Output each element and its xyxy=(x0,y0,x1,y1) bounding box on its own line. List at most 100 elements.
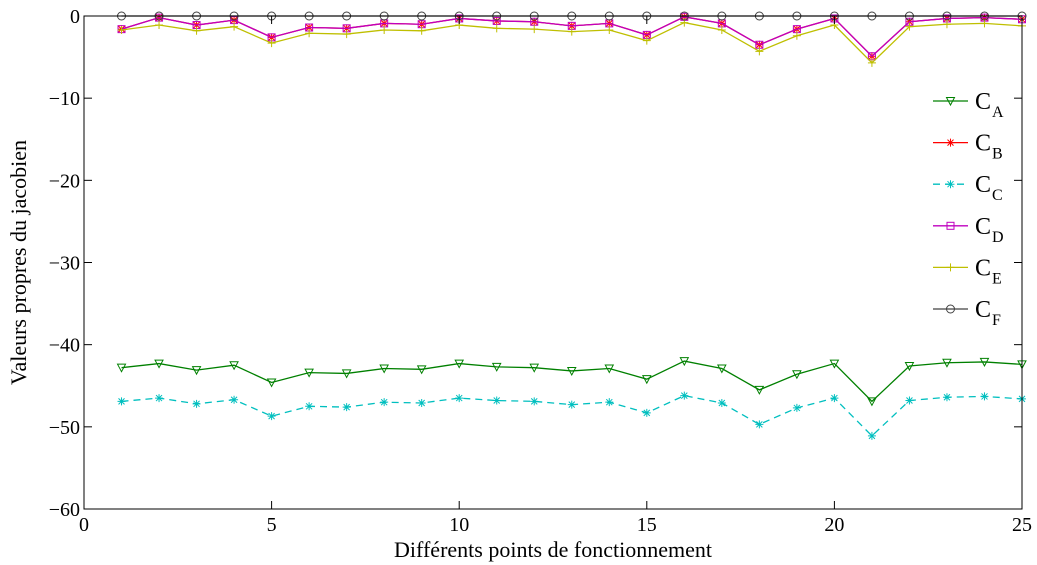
legend-label: CB xyxy=(975,131,1003,163)
legend-label-base: C xyxy=(975,297,991,323)
x-tick-label: 20 xyxy=(824,514,844,536)
series-ce-point xyxy=(867,58,876,67)
y-tick-label: 0 xyxy=(70,6,80,28)
legend-item-cb: CB xyxy=(933,131,1003,163)
axes-frame xyxy=(83,15,1023,510)
series-ce-point xyxy=(755,47,764,56)
series-cc-point xyxy=(567,400,576,409)
legend-label-subscript: D xyxy=(992,229,1004,246)
series-ca-point xyxy=(454,359,465,369)
y-axis-label: Valeurs propres du jacobien xyxy=(6,140,31,385)
legend-label-base: C xyxy=(975,214,991,240)
series-ce-point xyxy=(342,30,351,39)
x-axis-label: Différents points de fonctionnement xyxy=(394,537,712,562)
y-tick-label: −20 xyxy=(49,170,80,192)
axes xyxy=(83,15,1023,510)
legend-item-cd: CD xyxy=(933,214,1004,246)
series-ce-point xyxy=(230,22,239,31)
y-tick-label: −60 xyxy=(49,499,80,521)
series-ca-point xyxy=(792,370,802,380)
series-cc-point xyxy=(792,403,801,412)
series-ce-point xyxy=(980,19,989,28)
series-cc-point xyxy=(530,397,539,406)
legend-swatch-marker xyxy=(946,180,955,189)
y-tick-label: −50 xyxy=(49,417,80,439)
legend-swatch-marker xyxy=(945,97,956,107)
series-ca-point xyxy=(942,358,952,368)
series-ca-point xyxy=(529,363,540,373)
series-ce-point xyxy=(905,22,914,31)
legend-item-ca: CA xyxy=(933,89,1004,121)
legend-label: CA xyxy=(975,89,1004,121)
series-ca-point xyxy=(679,357,690,367)
series-ce-point xyxy=(567,27,576,36)
series-ce-point xyxy=(305,29,314,38)
series-ca-point xyxy=(717,364,727,374)
series-ca-point xyxy=(566,366,577,377)
series-cc-point xyxy=(380,398,389,407)
series-ca-point xyxy=(266,378,277,388)
series-cc-point xyxy=(755,420,764,429)
series-cc-point xyxy=(342,403,351,412)
series-cc-point xyxy=(717,399,726,408)
series-ca-point xyxy=(491,362,502,372)
series-ce-point xyxy=(267,39,276,48)
series-ce-point xyxy=(717,25,726,34)
legend-item-cc: CC xyxy=(933,172,1003,204)
series-cc-point xyxy=(192,399,201,408)
series-cc-point xyxy=(867,431,876,440)
series-ce-point xyxy=(117,25,126,34)
plot-area xyxy=(116,11,1027,440)
x-tick-label: 15 xyxy=(637,514,657,536)
legend-label-subscript: C xyxy=(992,187,1003,204)
series-ca-point xyxy=(641,375,652,385)
y-tick-label: −30 xyxy=(49,253,80,275)
legend-label-subscript: B xyxy=(992,146,1003,163)
series-ce-point xyxy=(492,24,501,33)
series-ce-point xyxy=(530,25,539,34)
ticks: 0 5 10 15 20 25 0 −10 −20 −30 −40 −50 −60 xyxy=(49,6,1032,536)
series-ca-point xyxy=(341,369,352,379)
legend-label: CF xyxy=(975,297,1001,329)
series-ca-point xyxy=(979,357,990,367)
series-ca-point xyxy=(229,361,239,371)
series-ce-point xyxy=(642,36,651,45)
series-ce-point xyxy=(380,25,389,34)
legend-label-base: C xyxy=(975,172,991,198)
series-cc-point xyxy=(680,391,689,400)
x-tick-label: 10 xyxy=(449,514,469,536)
legend-label-subscript: F xyxy=(992,312,1001,329)
series-ca-point xyxy=(867,397,877,407)
series-ce-point xyxy=(605,25,614,34)
legend-label-subscript: E xyxy=(992,270,1002,287)
series-cc-point xyxy=(117,397,126,406)
series-ca-point xyxy=(154,359,164,369)
legend-label-subscript: A xyxy=(992,104,1004,121)
legend-swatch-marker xyxy=(946,221,955,230)
x-tick-label: 25 xyxy=(1012,514,1032,536)
legend-item-ce: CE xyxy=(933,255,1002,287)
legend-label: CD xyxy=(975,214,1004,246)
x-tick-label: 0 xyxy=(79,514,89,536)
series-cc-point xyxy=(980,392,989,401)
series-cc-point xyxy=(830,394,839,403)
series-ca-point xyxy=(829,359,840,369)
legend-label-base: C xyxy=(975,89,991,115)
legend-swatch-marker xyxy=(946,263,955,272)
series-cc-point xyxy=(455,394,464,403)
legend-item-cf: CF xyxy=(933,297,1001,329)
series-cc-point xyxy=(417,399,426,408)
series-ca-point xyxy=(416,365,427,375)
series-cc-point xyxy=(305,402,314,411)
series-ca-point xyxy=(304,368,314,378)
series-ca-point xyxy=(904,362,915,372)
series-cc-point xyxy=(155,394,164,403)
series-cd-line xyxy=(121,16,1023,58)
legend-swatch-marker xyxy=(946,304,955,314)
series-ce-point xyxy=(155,21,164,30)
series-ce-point xyxy=(792,31,801,40)
y-tick-label: −10 xyxy=(49,88,80,110)
series-cc-point xyxy=(605,398,614,407)
